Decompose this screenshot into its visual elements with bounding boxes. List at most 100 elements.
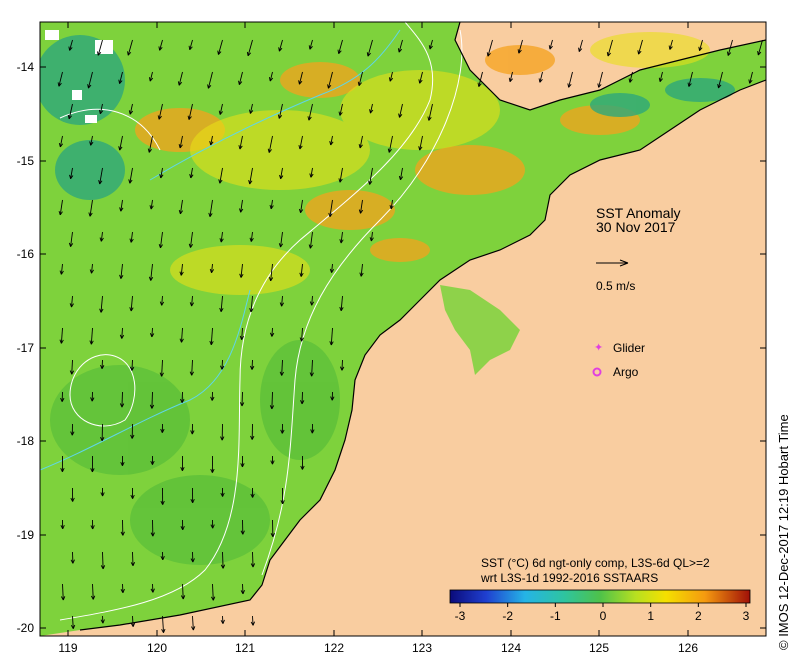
inlet-water (440, 285, 520, 375)
current-arrow (181, 327, 183, 343)
argo-label: Argo (613, 365, 639, 379)
current-arrow (359, 135, 363, 149)
lat-tick-label: -15 (17, 154, 35, 168)
current-arrow (191, 359, 193, 376)
current-arrow-head (177, 81, 183, 86)
current-arrow (251, 359, 253, 370)
current-contours (40, 29, 401, 471)
current-arrow (727, 39, 733, 56)
current-arrow-head (658, 77, 663, 82)
current-arrow (487, 39, 493, 57)
lon-tick-label: 125 (589, 641, 609, 655)
current-arrow (300, 263, 303, 277)
warm-anomaly-patches (135, 45, 640, 262)
current-arrow (120, 199, 123, 212)
current-arrow-head (268, 276, 274, 282)
current-arrow (271, 391, 273, 409)
current-arrow (241, 391, 243, 407)
current-arrow-head (300, 465, 305, 470)
current-arrow-head (220, 365, 225, 370)
current-arrow (370, 231, 373, 242)
current-arrow-head (279, 371, 284, 376)
current-arrow (308, 103, 313, 121)
current-arrow (121, 327, 123, 339)
current-arrow (188, 103, 193, 120)
current-arrow-head (548, 45, 553, 50)
current-arrow (268, 135, 273, 153)
current-arrow (270, 263, 273, 281)
current-arrow-head (67, 114, 72, 120)
colorbar-tick-label: -1 (550, 609, 561, 623)
current-arrow-head (388, 77, 394, 82)
current-arrow (91, 263, 93, 274)
current-arrow-head (418, 79, 423, 84)
current-arrow-head (628, 78, 633, 83)
current-arrow (131, 359, 133, 371)
current-arrow-head (69, 370, 75, 375)
current-arrow-head (97, 51, 102, 56)
current-arrow-head (238, 145, 243, 150)
current-arrow-head (366, 52, 371, 57)
current-arrow (150, 263, 153, 281)
current-arrow-head (250, 365, 255, 370)
current-arrow-head (249, 308, 254, 313)
current-arrow (659, 71, 663, 82)
current-arrow (339, 167, 343, 183)
current-arrow (270, 199, 273, 209)
current-arrow-head (191, 626, 196, 631)
current-arrow (330, 135, 333, 146)
current-arrow (99, 167, 103, 185)
current-arrow-head (69, 174, 74, 180)
latitude-ticks: -14-15-16-17-18-19-20 (17, 60, 766, 635)
current-arrow-head (238, 80, 243, 85)
current-arrow-head (210, 524, 215, 529)
current-arrow-head (239, 273, 244, 278)
current-arrow-head (606, 52, 611, 57)
current-arrow-head (99, 237, 104, 242)
current-arrow (210, 327, 213, 345)
current-arrow-head (219, 238, 224, 243)
current-arrow (90, 135, 93, 146)
current-arrow-head (358, 144, 363, 149)
current-arrow-head (338, 178, 343, 183)
current-arrow-head (428, 45, 433, 50)
current-arrow-head (180, 595, 186, 600)
current-arrow (241, 327, 243, 340)
lat-tick-label: -14 (17, 60, 35, 74)
current-arrow (100, 295, 103, 313)
current-arrow (97, 39, 103, 56)
current-arrow-head (119, 207, 124, 212)
lat-tick-label: -20 (17, 621, 35, 635)
current-arrow-head (180, 466, 185, 471)
current-arrow (151, 391, 153, 409)
current-arrow (127, 39, 133, 56)
current-arrow (162, 615, 164, 633)
current-arrow-head (190, 558, 195, 563)
current-arrow (92, 583, 94, 600)
current-arrow-head (339, 239, 344, 244)
current-arrow (132, 615, 134, 627)
current-arrow-head (220, 564, 226, 569)
current-arrow (688, 71, 693, 87)
current-arrow-head (339, 306, 344, 312)
current-arrow-head (90, 397, 95, 402)
current-arrow-head (250, 563, 256, 568)
lat-tick-label: -19 (17, 528, 35, 542)
current-arrow-head (60, 524, 65, 530)
current-arrow (327, 71, 333, 89)
current-arrow (161, 295, 163, 306)
current-arrow (390, 199, 393, 209)
current-arrow (180, 263, 183, 276)
current-arrow (281, 295, 283, 307)
credit-line: © IMOS 12-Dec-2017 12:19 Hobart Time (776, 414, 791, 650)
current-arrow-head (129, 366, 135, 371)
current-arrow (70, 167, 73, 179)
current-arrow-head (88, 212, 93, 217)
current-arrow (89, 199, 93, 217)
argo-marker (592, 367, 602, 377)
current-arrow-head (150, 588, 155, 593)
current-arrow-head (207, 84, 212, 89)
current-arrow (358, 71, 363, 86)
yellow-anomaly-patches (170, 32, 710, 295)
current-arrow (718, 71, 723, 89)
